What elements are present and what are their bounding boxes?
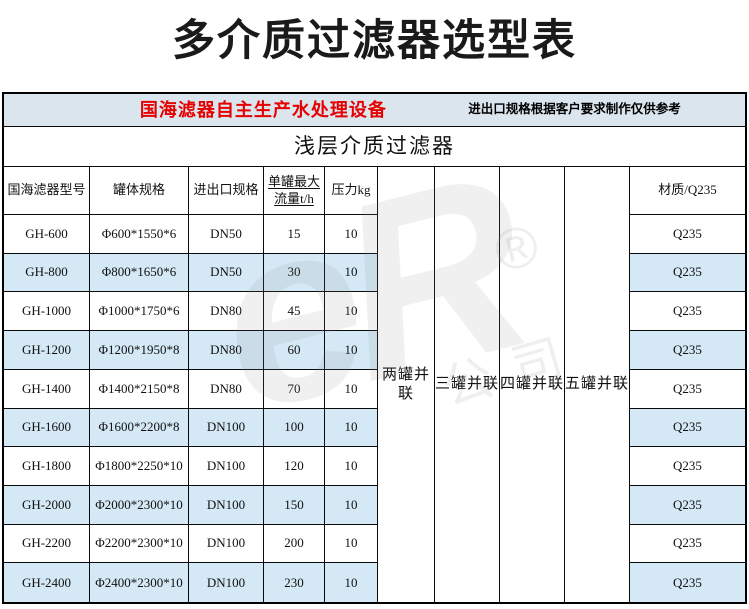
cell-pressure: 10: [325, 292, 378, 332]
cell-pressure: 10: [325, 485, 378, 525]
cell-port-spec: DN100: [189, 524, 264, 564]
cell-model: GH-1800: [4, 447, 90, 486]
cell-port-spec: DN100: [189, 563, 264, 602]
cell-port-spec: DN80: [189, 292, 264, 332]
table-banner-row: 国海滤器自主生产水处理设备 进出口规格根据客户要求制作仅供参考: [4, 94, 745, 127]
banner-left-text: 国海滤器自主生产水处理设备: [139, 99, 387, 120]
parallel-col-two-tanks: 两罐并联: [378, 167, 435, 602]
cell-pressure: 10: [325, 408, 378, 448]
cell-tank-spec: Φ2200*2300*10: [90, 524, 189, 564]
cell-material: Q235: [630, 524, 745, 564]
cell-model: GH-800: [4, 253, 90, 293]
cell-material: Q235: [630, 253, 745, 293]
cell-port-spec: DN50: [189, 215, 264, 254]
cell-pressure: 10: [325, 331, 378, 370]
cell-port-spec: DN100: [189, 408, 264, 448]
cell-material: Q235: [630, 408, 745, 448]
cell-port-spec: DN50: [189, 253, 264, 293]
cell-pressure: 10: [325, 524, 378, 564]
header-model: 国海滤器型号: [4, 167, 90, 215]
cell-pressure: 10: [325, 369, 378, 409]
header-pressure: 压力kg: [325, 167, 378, 215]
header-material: 材质/Q235: [630, 167, 745, 215]
cell-model: GH-1200: [4, 331, 90, 370]
cell-pressure: 10: [325, 563, 378, 602]
cell-max-flow: 200: [264, 524, 325, 564]
parallel-col-four-tanks: 四罐并联: [500, 167, 565, 602]
header-max-flow-line2: 流量t/h: [274, 190, 314, 206]
cell-tank-spec: Φ1600*2200*8: [90, 408, 189, 448]
cell-material: Q235: [630, 292, 745, 332]
cell-port-spec: DN80: [189, 369, 264, 409]
header-max-flow-line1: 单罐最大: [267, 174, 320, 190]
cell-max-flow: 30: [264, 253, 325, 293]
cell-tank-spec: Φ2000*2300*10: [90, 485, 189, 525]
cell-material: Q235: [630, 563, 745, 602]
parallel-col-five-tanks: 五罐并联: [565, 167, 630, 602]
cell-model: GH-2000: [4, 485, 90, 525]
page-title: 多介质过滤器选型表: [172, 17, 577, 65]
cell-model: GH-1000: [4, 292, 90, 332]
cell-max-flow: 150: [264, 485, 325, 525]
cell-material: Q235: [630, 215, 745, 254]
table-subtitle: 浅层介质过滤器: [4, 127, 745, 167]
cell-pressure: 10: [325, 253, 378, 293]
cell-pressure: 10: [325, 215, 378, 254]
header-max-flow: 单罐最大 流量t/h: [264, 167, 325, 215]
cell-tank-spec: Φ800*1650*6: [90, 253, 189, 293]
cell-max-flow: 70: [264, 369, 325, 409]
cell-max-flow: 230: [264, 563, 325, 602]
cell-model: GH-1600: [4, 408, 90, 448]
cell-max-flow: 100: [264, 408, 325, 448]
cell-model: GH-2200: [4, 524, 90, 564]
cell-tank-spec: Φ1400*2150*8: [90, 369, 189, 409]
cell-max-flow: 45: [264, 292, 325, 332]
cell-tank-spec: Φ1200*1950*8: [90, 331, 189, 370]
cell-max-flow: 15: [264, 215, 325, 254]
cell-model: GH-600: [4, 215, 90, 254]
cell-model: GH-2400: [4, 563, 90, 602]
header-tank-spec: 罐体规格: [90, 167, 189, 215]
cell-tank-spec: Φ2400*2300*10: [90, 563, 189, 602]
cell-pressure: 10: [325, 447, 378, 486]
banner-right-text: 进出口规格根据客户要求制作仅供参考: [468, 102, 681, 117]
header-port-spec: 进出口规格: [189, 167, 264, 215]
selection-table: 国海滤器自主生产水处理设备 进出口规格根据客户要求制作仅供参考 浅层介质过滤器 …: [2, 92, 747, 604]
cell-port-spec: DN80: [189, 331, 264, 370]
cell-port-spec: DN100: [189, 447, 264, 486]
cell-port-spec: DN100: [189, 485, 264, 525]
cell-material: Q235: [630, 331, 745, 370]
cell-max-flow: 60: [264, 331, 325, 370]
cell-tank-spec: Φ600*1550*6: [90, 215, 189, 254]
cell-tank-spec: Φ1800*2250*10: [90, 447, 189, 486]
parallel-col-three-tanks: 三罐并联: [435, 167, 500, 602]
cell-max-flow: 120: [264, 447, 325, 486]
cell-tank-spec: Φ1000*1750*6: [90, 292, 189, 332]
cell-material: Q235: [630, 447, 745, 486]
cell-material: Q235: [630, 369, 745, 409]
cell-model: GH-1400: [4, 369, 90, 409]
cell-material: Q235: [630, 485, 745, 525]
